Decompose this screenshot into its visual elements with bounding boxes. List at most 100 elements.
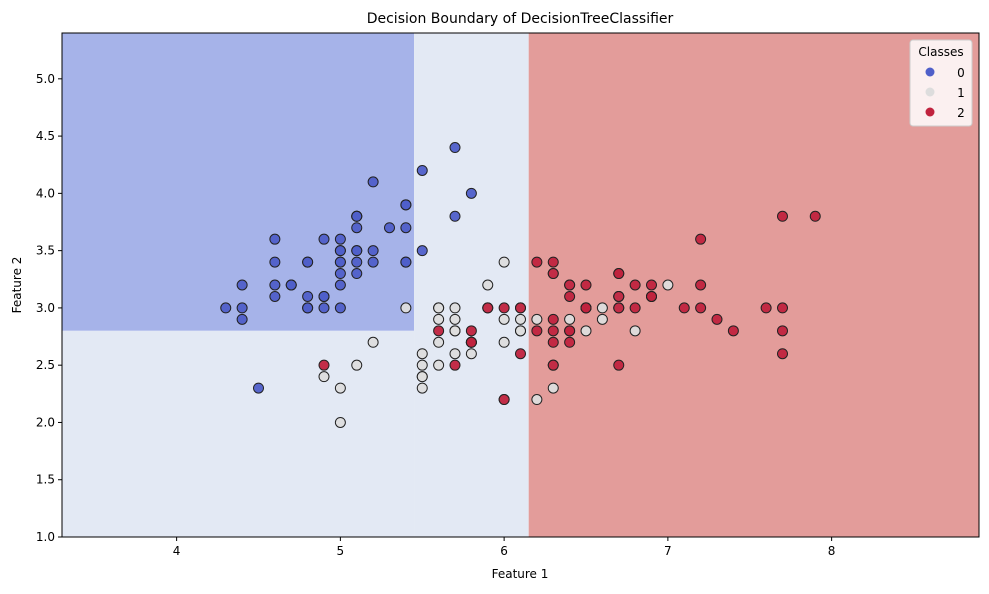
point-class-2 xyxy=(580,302,592,314)
point-class-2 xyxy=(547,359,559,371)
point-class-2 xyxy=(695,279,707,291)
chart-title: Decision Boundary of DecisionTreeClassif… xyxy=(367,11,674,27)
point-class-1 xyxy=(498,313,510,325)
legend-box xyxy=(909,39,973,127)
point-class-2 xyxy=(465,336,477,348)
point-class-1 xyxy=(416,348,428,360)
point-class-2 xyxy=(580,279,592,291)
point-class-2 xyxy=(613,302,625,314)
point-class-1 xyxy=(433,313,445,325)
point-class-0 xyxy=(351,210,363,222)
point-class-2 xyxy=(809,210,821,222)
point-class-2 xyxy=(498,394,510,406)
y-tick-label: 4.5 xyxy=(36,129,55,143)
y-tick-label: 5.0 xyxy=(36,72,55,86)
x-tick-label: 6 xyxy=(500,544,508,558)
legend-marker-0 xyxy=(925,67,935,77)
point-class-2 xyxy=(433,325,445,337)
point-class-2 xyxy=(564,279,576,291)
point-class-2 xyxy=(646,279,657,291)
x-axis-label: Feature 1 xyxy=(492,567,549,581)
point-class-0 xyxy=(269,233,281,245)
y-tick-label: 1.0 xyxy=(36,530,55,544)
legend-marker-2 xyxy=(925,107,935,117)
point-class-2 xyxy=(613,268,625,280)
point-class-2 xyxy=(629,279,641,291)
point-class-0 xyxy=(220,302,232,314)
point-class-1 xyxy=(351,359,363,371)
point-class-0 xyxy=(334,279,346,291)
point-class-0 xyxy=(351,222,363,234)
point-class-0 xyxy=(318,233,330,245)
point-class-1 xyxy=(318,371,330,383)
point-class-0 xyxy=(367,245,379,257)
point-class-1 xyxy=(416,382,428,394)
legend-marker-1 xyxy=(925,87,935,97)
legend: Classes 0 1 2 xyxy=(909,39,973,127)
point-class-1 xyxy=(400,302,412,314)
point-class-2 xyxy=(777,325,788,337)
point-class-1 xyxy=(580,325,592,337)
point-class-1 xyxy=(629,325,641,337)
point-class-1 xyxy=(433,336,445,348)
point-class-0 xyxy=(384,222,395,234)
point-class-1 xyxy=(547,382,559,394)
point-class-0 xyxy=(253,382,264,394)
point-class-0 xyxy=(400,222,412,234)
point-class-0 xyxy=(318,290,330,302)
point-class-2 xyxy=(629,302,641,314)
point-class-1 xyxy=(596,302,608,314)
point-class-2 xyxy=(613,290,625,302)
y-tick-label: 3.0 xyxy=(36,301,55,315)
point-class-2 xyxy=(564,290,576,302)
point-class-0 xyxy=(367,256,379,268)
point-class-0 xyxy=(334,302,346,314)
point-class-2 xyxy=(465,325,477,337)
y-tick-label: 1.5 xyxy=(36,473,55,487)
legend-label: 1 xyxy=(957,86,965,100)
point-class-1 xyxy=(515,313,526,325)
point-class-2 xyxy=(515,348,526,360)
point-class-2 xyxy=(547,313,559,325)
legend-label: 0 xyxy=(957,66,965,80)
point-class-0 xyxy=(269,256,281,268)
point-class-2 xyxy=(318,359,330,371)
point-class-0 xyxy=(285,279,297,291)
point-class-2 xyxy=(646,290,657,302)
point-class-2 xyxy=(760,302,772,314)
legend-label: 2 xyxy=(957,106,965,120)
point-class-1 xyxy=(564,313,576,325)
point-class-0 xyxy=(449,142,461,154)
point-class-1 xyxy=(531,313,543,325)
point-class-1 xyxy=(433,359,445,371)
region-class-0 xyxy=(62,33,415,331)
point-class-1 xyxy=(482,279,494,291)
point-class-0 xyxy=(269,290,281,302)
point-class-1 xyxy=(662,279,674,291)
point-class-1 xyxy=(367,336,379,348)
point-class-0 xyxy=(351,268,363,280)
point-class-1 xyxy=(449,313,461,325)
point-class-2 xyxy=(777,302,788,314)
point-class-1 xyxy=(465,348,477,360)
point-class-1 xyxy=(433,302,445,314)
point-class-0 xyxy=(236,313,248,325)
point-class-0 xyxy=(416,164,428,176)
point-class-2 xyxy=(727,325,739,337)
point-class-2 xyxy=(547,268,559,280)
x-axis: 4 5 6 7 8 xyxy=(173,537,835,558)
point-class-0 xyxy=(449,210,461,222)
point-class-0 xyxy=(302,302,314,314)
x-tick-label: 7 xyxy=(664,544,672,558)
point-class-1 xyxy=(515,325,526,337)
point-class-1 xyxy=(449,325,461,337)
point-class-0 xyxy=(465,187,477,199)
y-axis: 1.0 1.5 2.0 2.5 3.0 3.5 4.0 4.5 5.0 xyxy=(36,72,62,544)
point-class-0 xyxy=(400,256,412,268)
point-class-2 xyxy=(531,256,543,268)
y-axis-label: Feature 2 xyxy=(10,257,24,314)
point-class-2 xyxy=(547,325,559,337)
point-class-2 xyxy=(547,256,559,268)
point-class-0 xyxy=(236,279,248,291)
